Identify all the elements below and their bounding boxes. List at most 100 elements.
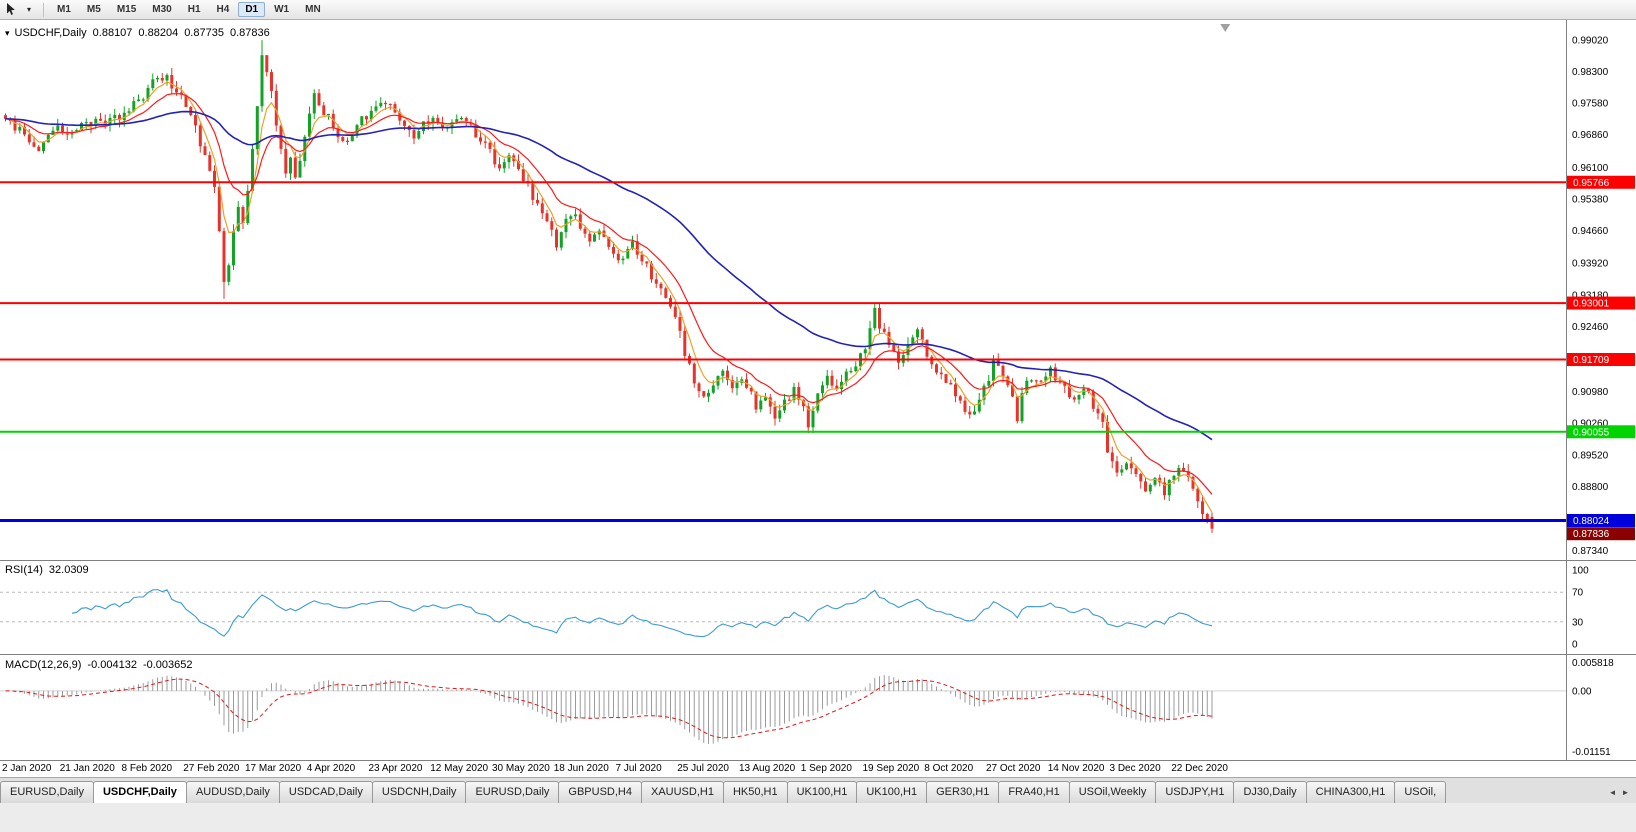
- svg-text:0.95380: 0.95380: [1572, 195, 1609, 206]
- svg-text:0.87836: 0.87836: [1573, 529, 1610, 540]
- tab-scroll-buttons: ◄ ►: [1602, 781, 1636, 803]
- chart-tab-usdchf-daily[interactable]: USDCHF,Daily: [92, 781, 187, 803]
- chart-tab-bar: EURUSD,Daily USDCHF,Daily AUDUSD,Daily USDC…: [0, 777, 1636, 803]
- date-axis-label: 2 Jan 2020: [2, 763, 52, 774]
- rsi-levels: [0, 591, 1566, 623]
- tab-scroll-right-icon[interactable]: ►: [1621, 787, 1630, 797]
- chart-open-value: 0.88107: [92, 27, 133, 39]
- rsi-axis: 100 70 30 0: [1572, 566, 1589, 651]
- chart-tab-xauusd-h1[interactable]: XAUUSD,H1: [640, 781, 724, 803]
- chart-tab-usdcnh-daily[interactable]: USDCNH,Daily: [371, 781, 467, 803]
- macd-indicator-name: MACD(12,26,9): [5, 659, 82, 671]
- chart-tab-ger30-h1[interactable]: GER30,H1: [926, 781, 1000, 803]
- date-axis-label: 18 Jun 2020: [553, 763, 609, 774]
- date-axis-label: 1 Sep 2020: [800, 763, 852, 774]
- date-axis-label: 27 Oct 2020: [986, 763, 1041, 774]
- chart-tab-usdcad-daily[interactable]: USDCAD,Daily: [278, 781, 373, 803]
- date-axis-label: 27 Feb 2020: [183, 763, 240, 774]
- date-axis-label: 21 Jan 2020: [59, 763, 115, 774]
- cursor-icon[interactable]: [3, 2, 19, 17]
- chart-tab-audusd-daily[interactable]: AUDUSD,Daily: [185, 781, 280, 803]
- chart-tab-eurusd-daily[interactable]: EURUSD,Daily: [465, 781, 560, 803]
- timeframe-group: M1 M5 M15 M30 H1 H4 D1 W1 MN: [50, 2, 328, 17]
- svg-text:0.97580: 0.97580: [1572, 99, 1609, 110]
- chevron-down-icon[interactable]: ▾: [26, 4, 31, 14]
- macd-axis: 0.005818 0.00 -0.01151: [1572, 658, 1614, 758]
- rsi-indicator-panel[interactable]: 100 70 30 0: [0, 560, 1636, 654]
- timeframe-button-h4[interactable]: H4: [216, 4, 230, 15]
- date-axis-label: 14 Nov 2020: [1047, 763, 1105, 774]
- chart-high-value: 0.88204: [138, 27, 179, 39]
- chart-tab-dj30-daily[interactable]: DJ30,Daily: [1233, 781, 1307, 803]
- rsi-line: [71, 588, 1213, 638]
- svg-text:0.87340: 0.87340: [1572, 546, 1609, 557]
- chart-area: 0.99020 0.98300 0.97580 0.96860 0.96100 0.953…: [0, 20, 1636, 760]
- chart-tab-usdjpy-h1[interactable]: USDJPY,H1: [1155, 781, 1235, 803]
- horizontal-lines[interactable]: [0, 181, 1566, 523]
- date-axis-label: 4 Apr 2020: [306, 763, 356, 774]
- rsi-current-value: 32.0309: [48, 564, 89, 576]
- svg-text:0.92460: 0.92460: [1572, 322, 1609, 333]
- svg-text:0.00: 0.00: [1572, 686, 1592, 697]
- main-price-chart[interactable]: 0.99020 0.98300 0.97580 0.96860 0.96100 0.953…: [0, 20, 1636, 560]
- time-axis[interactable]: 2 Jan 2020 21 Jan 2020 8 Feb 2020 27 Feb 20…: [0, 760, 1636, 777]
- svg-text:0.88024: 0.88024: [1573, 516, 1610, 527]
- chart-tab-usoil[interactable]: USOil,: [1394, 781, 1447, 803]
- chart-tab-gbpusd-h4[interactable]: GBPUSD,H4: [558, 781, 642, 803]
- chart-tab-eurusd-daily[interactable]: EURUSD,Daily: [0, 781, 94, 803]
- chart-tab-usoil-weekly[interactable]: USOil,Weekly: [1068, 781, 1157, 803]
- svg-text:0.93001: 0.93001: [1573, 299, 1610, 310]
- svg-text:0.99020: 0.99020: [1572, 36, 1609, 47]
- chart-low-value: 0.87735: [184, 27, 224, 39]
- chart-shift-marker: [1220, 24, 1231, 32]
- svg-text:0.91709: 0.91709: [1573, 355, 1610, 366]
- date-axis-label: 22 Dec 2020: [1171, 763, 1228, 774]
- chart-title: ▾ USDCHF,Daily 0.88107 0.88204 0.87735 0…: [5, 27, 270, 39]
- timeframe-button-m30[interactable]: M30: [152, 4, 172, 15]
- svg-text:0.98300: 0.98300: [1572, 67, 1609, 78]
- svg-text:30: 30: [1572, 617, 1584, 628]
- rsi-indicator-name: RSI(14): [5, 564, 43, 576]
- svg-text:0.95766: 0.95766: [1573, 178, 1610, 189]
- timeframe-button-w1[interactable]: W1: [274, 4, 290, 15]
- timeframe-button-m5[interactable]: M5: [86, 4, 101, 15]
- macd-indicator-panel[interactable]: 0.005818 0.00 -0.01151: [0, 654, 1636, 760]
- svg-text:0.005818: 0.005818: [1572, 658, 1614, 669]
- chart-close-value: 0.87836: [229, 27, 270, 39]
- svg-text:100: 100: [1572, 566, 1589, 577]
- chart-tab-fra40-h1[interactable]: FRA40,H1: [998, 781, 1070, 803]
- svg-text:0.90980: 0.90980: [1572, 387, 1609, 398]
- timeframe-button-m15[interactable]: M15: [116, 4, 137, 15]
- svg-text:0.96860: 0.96860: [1572, 130, 1609, 141]
- svg-text:0.88800: 0.88800: [1572, 482, 1609, 493]
- date-axis-label: 17 Mar 2020: [245, 763, 302, 774]
- chart-dropdown-icon[interactable]: ▾: [5, 27, 10, 38]
- date-axis-label: 7 Jul 2020: [615, 763, 662, 774]
- timeframe-button-mn[interactable]: MN: [305, 4, 321, 15]
- chart-tab-hk50-h1[interactable]: HK50,H1: [722, 781, 788, 803]
- timeframe-button-m1[interactable]: M1: [57, 4, 71, 15]
- date-axis-label: 25 Jul 2020: [677, 763, 729, 774]
- macd-main-value: -0.004132: [87, 659, 137, 671]
- moving-averages: [5, 81, 1213, 513]
- date-axis-label: 23 Apr 2020: [368, 763, 423, 774]
- chart-tab-china300-h1[interactable]: CHINA300,H1: [1305, 781, 1396, 803]
- top-toolbar: ▾ M1 M5 M15 M30 H1 H4 D1 W1 MN: [0, 0, 1636, 20]
- chart-tab-uk100-h1[interactable]: UK100,H1: [786, 781, 858, 803]
- date-axis-label: 19 Sep 2020: [862, 763, 920, 774]
- svg-text:0.93180: 0.93180: [1572, 291, 1609, 302]
- timeframe-button-h1[interactable]: H1: [187, 4, 201, 15]
- svg-text:0.94660: 0.94660: [1572, 226, 1609, 237]
- tab-scroll-left-icon[interactable]: ◄: [1608, 787, 1617, 797]
- chart-symbol: USDCHF,Daily: [14, 27, 87, 39]
- timeframe-button-d1[interactable]: D1: [238, 2, 266, 17]
- date-axis-label: 13 Aug 2020: [739, 763, 796, 774]
- chart-tab-uk100-h1[interactable]: UK100,H1: [856, 781, 928, 803]
- date-axis-label: 12 May 2020: [430, 763, 489, 774]
- toolbar-separator: [43, 2, 44, 17]
- date-axis-label: 30 May 2020: [492, 763, 550, 774]
- date-axis-label: 8 Feb 2020: [121, 763, 173, 774]
- date-axis-label: 3 Dec 2020: [1109, 763, 1161, 774]
- macd-label: MACD(12,26,9) -0.004132 -0.003652: [5, 659, 193, 671]
- svg-text:0.96100: 0.96100: [1572, 163, 1609, 174]
